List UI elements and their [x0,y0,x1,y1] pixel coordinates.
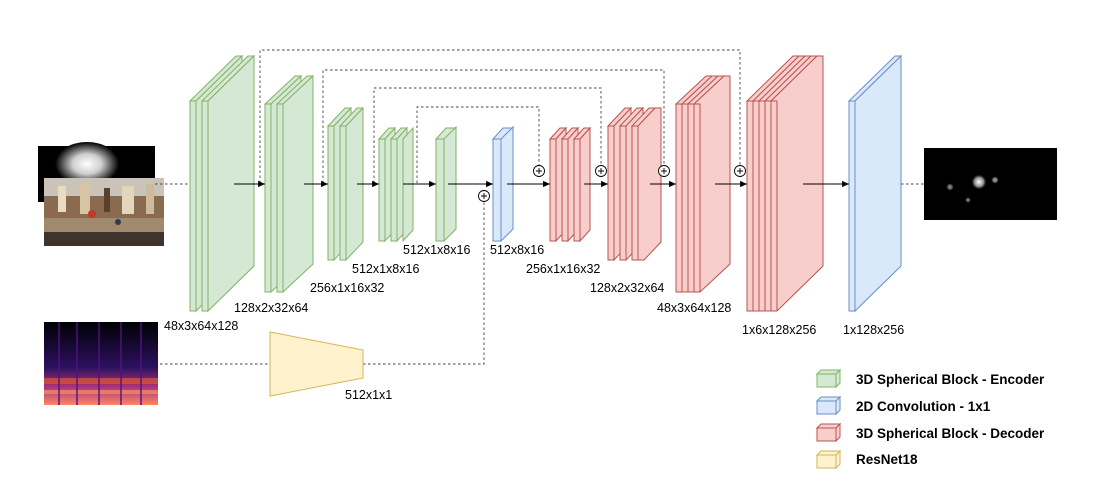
output-2d-conv [847,54,903,313]
legend-label-decoder: 3D Spherical Block - Decoder [856,426,1045,441]
legend-swatch-resnet [815,449,842,470]
encoder-block-4 [377,126,414,243]
dim-label-dec3: 48x3x64x128 [657,301,731,315]
dim-label-bottleneck: 512x8x16 [490,243,544,257]
dim-label-enc3: 256x1x16x32 [310,281,384,295]
decoder-block-2 [606,106,662,262]
concat-node-3 [658,165,670,177]
dim-label-enc2: 128x2x32x64 [234,301,308,315]
legend-swatch-encoder [815,368,842,389]
decoder-block-3 [674,75,731,293]
skip-connections [155,49,924,365]
concat-node-1 [533,165,545,177]
dim-label-dec4: 1x6x128x256 [742,323,816,337]
legend-label-conv: 2D Convolution - 1x1 [856,399,991,414]
encoder-block-1 [188,54,256,313]
dim-label-resnet: 512x1x1 [345,388,392,402]
input-360-video-frame [44,178,164,246]
output-saliency-map [924,148,1057,220]
encoder-block-3 [326,106,365,262]
dim-label-dec1: 256x1x16x32 [526,262,600,276]
encoder-block-2 [263,74,315,294]
dim-label-enc5: 512x1x8x16 [403,243,470,257]
legend-label-resnet: ResNet18 [856,452,918,467]
legend: 3D Spherical Block - Encoder 2D Convolut… [815,368,1045,470]
dim-label-enc4: 512x1x8x16 [352,262,419,276]
input-audio-spectrogram [44,322,158,405]
legend-label-encoder: 3D Spherical Block - Encoder [856,372,1045,387]
concat-node-2 [595,165,607,177]
resnet18-block [269,331,364,397]
decoder-block-4 [745,55,824,312]
dim-label-dec2: 128x2x32x64 [590,281,664,295]
dim-label-enc1: 48x3x64x128 [164,319,238,333]
legend-swatch-conv [815,395,842,416]
concat-node-bottleneck [478,190,490,202]
concat-node-4 [734,165,746,177]
dim-label-output: 1x128x256 [843,323,904,337]
legend-swatch-decoder [815,422,842,443]
